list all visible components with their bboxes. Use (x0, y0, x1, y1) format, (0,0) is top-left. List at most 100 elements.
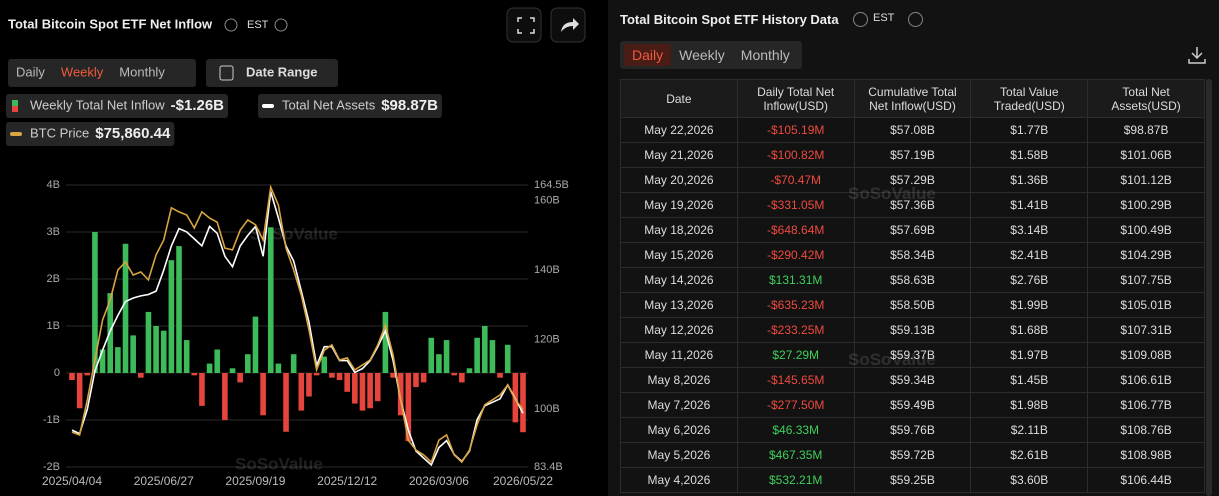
bar (374, 373, 381, 402)
bar (474, 337, 480, 373)
table-cell: $59.34B (853, 367, 972, 393)
bar (229, 368, 236, 373)
bar (191, 373, 198, 376)
legend-swatch (12, 100, 18, 106)
share-icon (561, 18, 579, 32)
table-cell: $57.36B (853, 192, 972, 218)
download-icon[interactable] (1186, 44, 1208, 66)
bar (275, 363, 282, 373)
table-row: May 7,2026 -$277.50M $59.49B $1.98B $106.77B (620, 392, 1205, 418)
table-cell: $57.08B (853, 117, 972, 143)
fullscreen-button[interactable] (506, 7, 542, 43)
bar (199, 373, 205, 406)
legend-swatch (262, 104, 274, 108)
bar (397, 373, 404, 416)
bar (183, 340, 190, 373)
bar (336, 373, 343, 381)
column-header: Cumulative Total Net Inflow(USD) (853, 79, 972, 118)
scrollbar[interactable] (1206, 79, 1212, 496)
table-row: May 4,2026 $532.21M $59.25B $3.60B $106.44B (620, 467, 1205, 493)
bar (290, 354, 297, 373)
y2-tick-label: 160B (534, 195, 560, 207)
table-cell: -$331.05M (736, 192, 855, 218)
y2-tick-label: 164.5B (534, 179, 569, 191)
bar (76, 373, 83, 409)
bar (352, 373, 358, 404)
table-cell: May 14,2026 (620, 267, 738, 293)
table-row: May 19,2026 -$331.05M $57.36B $1.41B $100.29… (620, 192, 1205, 218)
table-cell: $1.45B (970, 367, 1089, 393)
legend-swatch (12, 106, 18, 112)
table-cell: -$145.65M (736, 367, 855, 393)
table-cell: $57.69B (853, 217, 972, 243)
bar (321, 356, 328, 373)
table-row: May 12,2026 -$233.25M $59.13B $1.68B $107.31… (620, 317, 1205, 343)
timezone: EST (247, 19, 269, 31)
table-cell: $1.68B (970, 317, 1089, 343)
y2-tick-label: 140B (534, 264, 560, 276)
table-cell: May 11,2026 (620, 342, 738, 368)
bar (245, 354, 251, 373)
table-cell: $57.19B (853, 142, 972, 168)
bar (329, 373, 335, 378)
info-icon[interactable] (224, 18, 238, 32)
bar (222, 373, 228, 420)
table-row: May 22,2026 -$105.19M $57.08B $1.77B $98.87B (620, 117, 1205, 143)
bar (283, 373, 289, 432)
table-cell: May 12,2026 (620, 317, 738, 343)
bar (153, 326, 159, 373)
legend-swatch (10, 132, 22, 136)
bar (160, 330, 167, 373)
table-cell: -$648.64M (736, 217, 855, 243)
table-cell: May 5,2026 (620, 442, 738, 468)
bar (428, 337, 435, 373)
x-tick-label: 2026/03/06 (409, 474, 469, 488)
legend-value: $75,860.44 (95, 125, 171, 142)
bar (84, 373, 91, 376)
bar (252, 316, 259, 373)
table-cell: $59.72B (853, 442, 972, 468)
tab[interactable]: Weekly (679, 47, 725, 63)
tab[interactable]: Monthly (740, 47, 790, 63)
date-range-button[interactable] (206, 59, 338, 87)
chart-panel: Total Bitcoin Spot ETF Net Inflow EST Da… (6, 7, 586, 488)
watermark: SoSoValue (235, 454, 323, 473)
bar (214, 349, 221, 373)
tab[interactable]: Daily (16, 64, 45, 79)
table-cell: $27.29M (736, 342, 855, 368)
tab[interactable]: Weekly (61, 64, 104, 79)
table-cell: May 19,2026 (620, 192, 738, 218)
bar (306, 373, 312, 397)
legend-item (6, 94, 229, 118)
table-cell: $2.61B (970, 442, 1089, 468)
table-cell: $131.31M (736, 267, 855, 293)
table-cell: $59.37B (853, 342, 972, 368)
bar (436, 354, 442, 373)
table-cell: $1.77B (970, 117, 1089, 143)
table-cell: May 20,2026 (620, 167, 738, 193)
tab-group (8, 59, 196, 87)
info-icon[interactable] (274, 18, 288, 32)
bar (168, 260, 175, 373)
info-icon[interactable] (908, 12, 923, 27)
table-cell: $101.06B (1087, 142, 1205, 168)
table-cell: $58.50B (853, 292, 972, 318)
column-header: Date (620, 79, 738, 118)
tab[interactable]: Daily (624, 44, 672, 66)
table-cell: $1.58B (970, 142, 1089, 168)
table-cell: $467.35M (736, 442, 855, 468)
bar (359, 373, 366, 411)
table-cell: May 13,2026 (620, 292, 738, 318)
info-icon[interactable] (853, 12, 868, 27)
tab[interactable]: Monthly (119, 64, 165, 79)
table-cell: $59.13B (853, 317, 972, 343)
table-cell: -$290.42M (736, 242, 855, 268)
table-cell: $1.97B (970, 342, 1089, 368)
bar (451, 373, 458, 376)
table-panel: Total Bitcoin Spot ETF History Data EST … (608, 0, 1219, 496)
bar (390, 373, 396, 378)
table-cell: $106.44B (1087, 467, 1205, 493)
x-tick-label: 2025/06/27 (134, 474, 194, 488)
bar (344, 373, 350, 392)
